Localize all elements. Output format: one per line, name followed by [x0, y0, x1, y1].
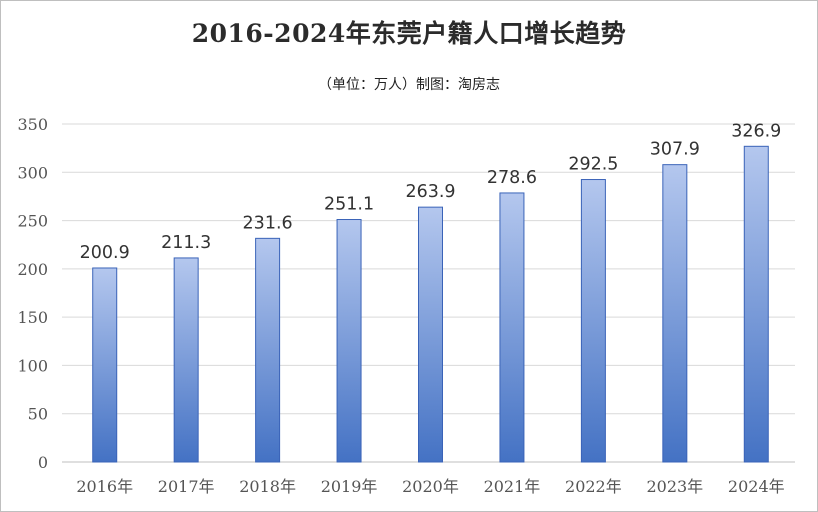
bar	[418, 206, 443, 463]
bar	[499, 192, 525, 463]
x-tick-label: 2020年	[402, 477, 459, 496]
bar	[336, 219, 362, 463]
bar	[92, 267, 118, 463]
x-tick-label: 2022年	[565, 477, 622, 496]
y-tick-label: 250	[17, 212, 48, 231]
y-tick-label: 350	[17, 115, 48, 134]
x-tick-label: 2023年	[646, 477, 703, 496]
y-tick-label: 200	[17, 260, 48, 279]
y-tick-label: 100	[17, 356, 48, 375]
chart-title: 2016-2024年东莞户籍人口增长趋势	[191, 19, 627, 48]
bar	[580, 179, 606, 463]
bar	[255, 237, 281, 463]
data-label: 326.9	[731, 121, 781, 141]
bar	[173, 257, 199, 463]
x-tick-label: 2018年	[239, 477, 296, 496]
data-labels: 200.9 211.3 231.6 251.1 263.9 278.6 292.5 307.9…	[80, 121, 782, 263]
x-tick-label: 2024年	[728, 477, 785, 496]
chart-subtitle: （单位：万人）制图：淘房志	[318, 77, 500, 93]
data-label: 231.6	[243, 213, 293, 233]
y-tick-label: 150	[17, 308, 48, 327]
data-label: 251.1	[324, 195, 374, 215]
bar	[743, 145, 769, 463]
y-tick-label: 300	[17, 163, 48, 182]
x-tick-label: 2021年	[484, 477, 541, 496]
y-axis: 0 50 100 150 200 250 300 350	[17, 115, 48, 472]
y-tick-label: 50	[28, 405, 48, 424]
data-label: 211.3	[161, 233, 211, 253]
y-tick-label: 0	[38, 453, 48, 472]
x-axis: 2016年 2017年 2018年 2019年 2020年 2021年 2022年 2023年…	[76, 477, 784, 496]
data-label: 307.9	[650, 140, 700, 160]
data-label: 278.6	[487, 168, 537, 188]
x-tick-label: 2019年	[321, 477, 378, 496]
data-label: 200.9	[80, 243, 130, 263]
x-tick-label: 2017年	[158, 477, 215, 496]
data-label: 263.9	[405, 182, 455, 202]
bars	[92, 145, 769, 463]
data-label: 292.5	[568, 155, 618, 175]
x-tick-label: 2016年	[76, 477, 133, 496]
bar	[662, 164, 688, 463]
